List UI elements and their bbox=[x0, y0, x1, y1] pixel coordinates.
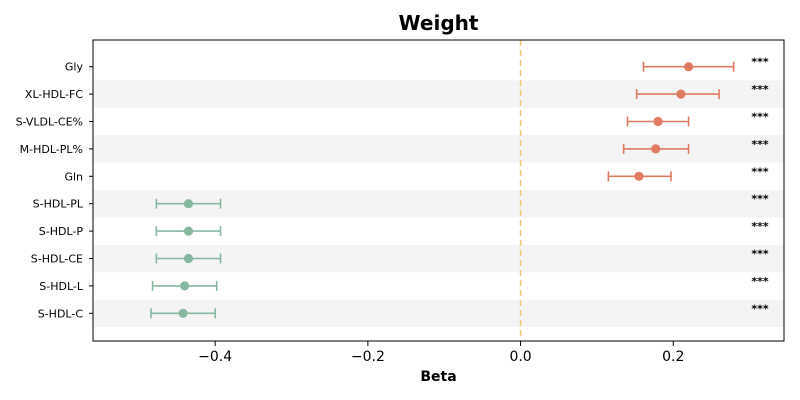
x-tick-label: 0.2 bbox=[662, 349, 684, 365]
y-tick-label: Gly bbox=[65, 61, 84, 74]
y-tick-label: M-HDL-PL% bbox=[20, 143, 83, 156]
x-tick-label: 0.0 bbox=[509, 349, 531, 365]
beta-point bbox=[683, 62, 694, 72]
y-tick-label: S-VLDL-CE% bbox=[16, 116, 83, 129]
y-tick-label: S-HDL-P bbox=[39, 225, 84, 238]
significance-label: *** bbox=[751, 275, 769, 288]
x-axis: −0.4 −0.2 0.0 0.2 bbox=[198, 341, 684, 365]
beta-points bbox=[178, 62, 694, 318]
significance-label: *** bbox=[751, 248, 769, 261]
y-tick-label: XL-HDL-FC bbox=[25, 88, 83, 101]
significance-label: *** bbox=[751, 111, 769, 124]
plot-frame bbox=[92, 39, 785, 342]
significance-label: *** bbox=[751, 165, 769, 178]
x-axis-label: Beta bbox=[420, 369, 456, 385]
y-tick-label: S-HDL-C bbox=[38, 307, 84, 320]
significance-label: *** bbox=[751, 83, 769, 96]
beta-point bbox=[183, 253, 194, 264]
beta-point bbox=[183, 199, 194, 209]
significance-label: *** bbox=[751, 302, 769, 315]
beta-point bbox=[180, 281, 190, 291]
x-tick-label: −0.4 bbox=[198, 349, 232, 365]
y-tick-label: S-HDL-CE bbox=[31, 253, 83, 266]
beta-point bbox=[651, 144, 661, 154]
chart-title: Weight bbox=[399, 11, 479, 35]
significance-labels: *** *** *** *** *** *** *** *** *** *** bbox=[751, 56, 769, 316]
x-tick-label: −0.2 bbox=[351, 349, 385, 365]
significance-label: *** bbox=[751, 193, 769, 206]
beta-point bbox=[178, 308, 188, 318]
beta-point bbox=[183, 226, 194, 236]
beta-point bbox=[653, 116, 663, 127]
y-tick-label: S-HDL-L bbox=[39, 280, 84, 293]
beta-point bbox=[676, 89, 686, 99]
significance-label: *** bbox=[751, 220, 769, 233]
significance-label: *** bbox=[751, 138, 769, 151]
beta-point bbox=[634, 171, 644, 181]
y-axis-labels: Gly XL-HDL-FC S-VLDL-CE% M-HDL-PL% Gln S-HDL-… bbox=[16, 61, 93, 320]
y-tick-label: Gln bbox=[64, 170, 83, 183]
significance-label: *** bbox=[751, 56, 769, 69]
y-tick-label: S-HDL-PL bbox=[33, 198, 84, 211]
